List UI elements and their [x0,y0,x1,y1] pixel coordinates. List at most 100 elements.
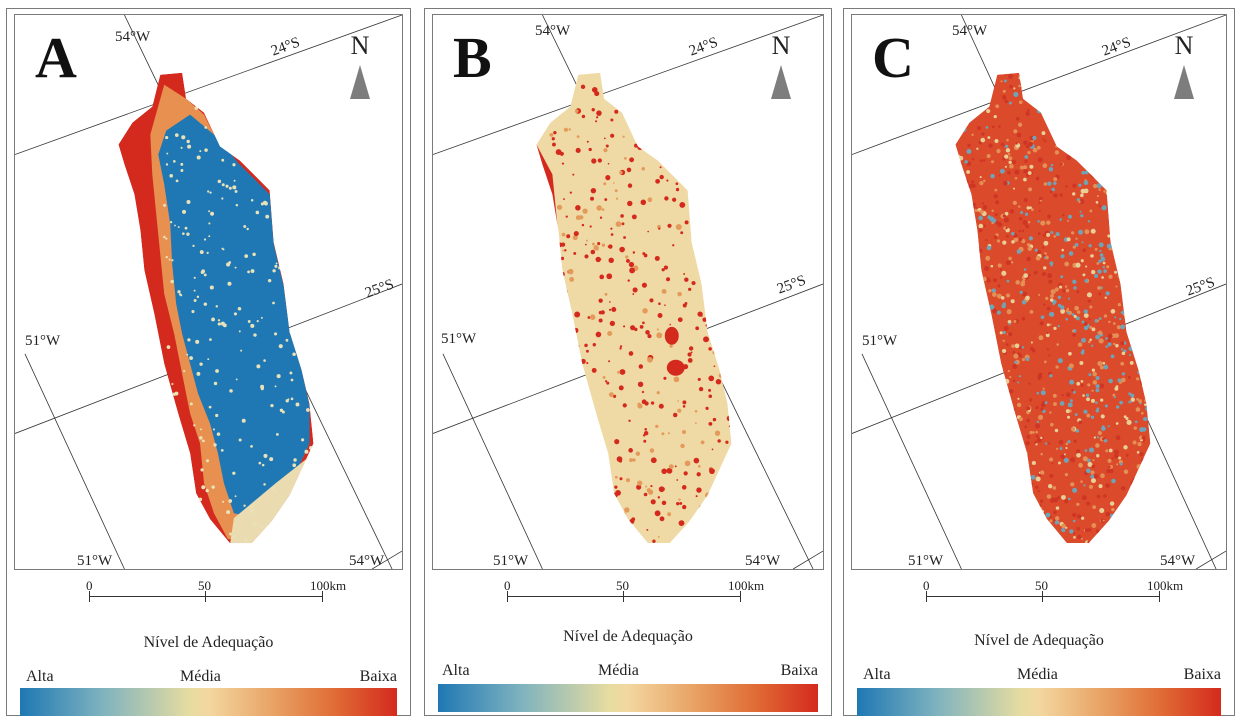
texture-speck [663,376,667,380]
texture-speck [703,336,710,343]
texture-speck [250,505,254,509]
texture-speck [715,240,719,243]
texture-speck [667,223,672,228]
texture-speck [647,230,650,233]
texture-speck [580,523,586,528]
texture-speck [965,433,970,438]
texture-speck [1149,191,1151,196]
texture-speck [629,157,635,163]
texture-speck [1147,286,1150,290]
texture-speck [973,392,978,396]
texture-speck [303,131,307,135]
texture-speck [1062,214,1065,217]
texture-speck [1002,339,1005,342]
texture-speck [622,403,627,408]
texture-speck [964,160,968,164]
texture-speck [1055,447,1059,450]
texture-speck [1106,469,1111,474]
texture-speck [1082,394,1085,397]
texture-speck [655,151,660,156]
texture-speck [619,477,623,481]
texture-speck [305,219,308,223]
texture-speck [631,214,637,220]
texture-speck [235,203,239,207]
texture-speck [720,469,726,475]
texture-speck [647,334,652,339]
legend-low: Baixa [1183,666,1221,683]
texture-speck [1096,194,1100,198]
coord-top-lon: 54°W [535,23,571,39]
texture-speck [986,245,992,251]
texture-speck [1021,238,1026,244]
texture-speck [550,352,554,356]
texture-speck [656,332,663,339]
texture-speck [1105,511,1111,517]
coord-left-lon: 51°W [25,333,61,349]
texture-speck [1041,131,1046,136]
texture-speck [1037,507,1043,512]
texture-speck [1055,232,1060,237]
texture-speck [293,185,297,190]
texture-speck [1117,270,1121,274]
texture-speck [256,364,261,369]
texture-speck [996,310,1001,315]
texture-speck [545,278,548,281]
texture-speck [1018,416,1023,422]
texture-speck [1053,106,1056,109]
texture-speck [1067,214,1072,219]
texture-speck [1012,408,1016,411]
texture-speck [274,264,278,268]
texture-speck [710,97,715,102]
texture-speck [1052,486,1057,490]
texture-speck [1151,228,1156,233]
texture-speck [182,449,186,453]
texture-speck [730,294,732,297]
texture-speck [557,333,562,338]
texture-speck [573,327,579,333]
texture-speck [990,264,994,268]
texture-speck [256,319,259,323]
texture-speck [1115,422,1119,425]
texture-speck [171,383,174,386]
texture-speck [1025,440,1030,446]
texture-speck [700,139,706,145]
texture-speck [1061,394,1064,397]
texture-speck [1070,457,1076,463]
texture-speck [1018,216,1023,221]
texture-speck [604,380,608,383]
texture-speck [561,162,565,165]
texture-speck [1043,360,1047,364]
texture-speck [220,448,224,452]
texture-speck [717,508,721,512]
texture-speck [1006,234,1009,238]
texture-speck [1083,321,1088,326]
texture-speck [682,303,687,308]
texture-speck [641,282,647,288]
texture-speck [1015,280,1020,285]
texture-speck [553,296,559,302]
texture-speck [975,298,978,302]
texture-speck [1089,326,1093,329]
texture-speck [614,109,619,114]
texture-speck [1147,149,1151,153]
texture-speck [611,307,617,312]
texture-speck [1004,79,1007,83]
texture-speck [1023,497,1026,500]
texture-speck [960,415,966,421]
texture-speck [179,519,183,524]
texture-speck [228,186,232,190]
texture-speck [1005,343,1009,346]
texture-speck [955,268,960,274]
texture-speck [1014,505,1018,509]
texture-speck [1040,452,1043,456]
texture-speck [1081,108,1085,111]
texture-speck [1066,155,1072,161]
texture-speck [660,83,666,89]
texture-speck [1092,110,1098,115]
texture-speck [232,163,236,167]
texture-speck [1048,484,1053,489]
texture-speck [634,114,641,121]
texture-speck [1005,459,1009,463]
texture-speck [1013,319,1017,323]
texture-speck [596,248,599,251]
